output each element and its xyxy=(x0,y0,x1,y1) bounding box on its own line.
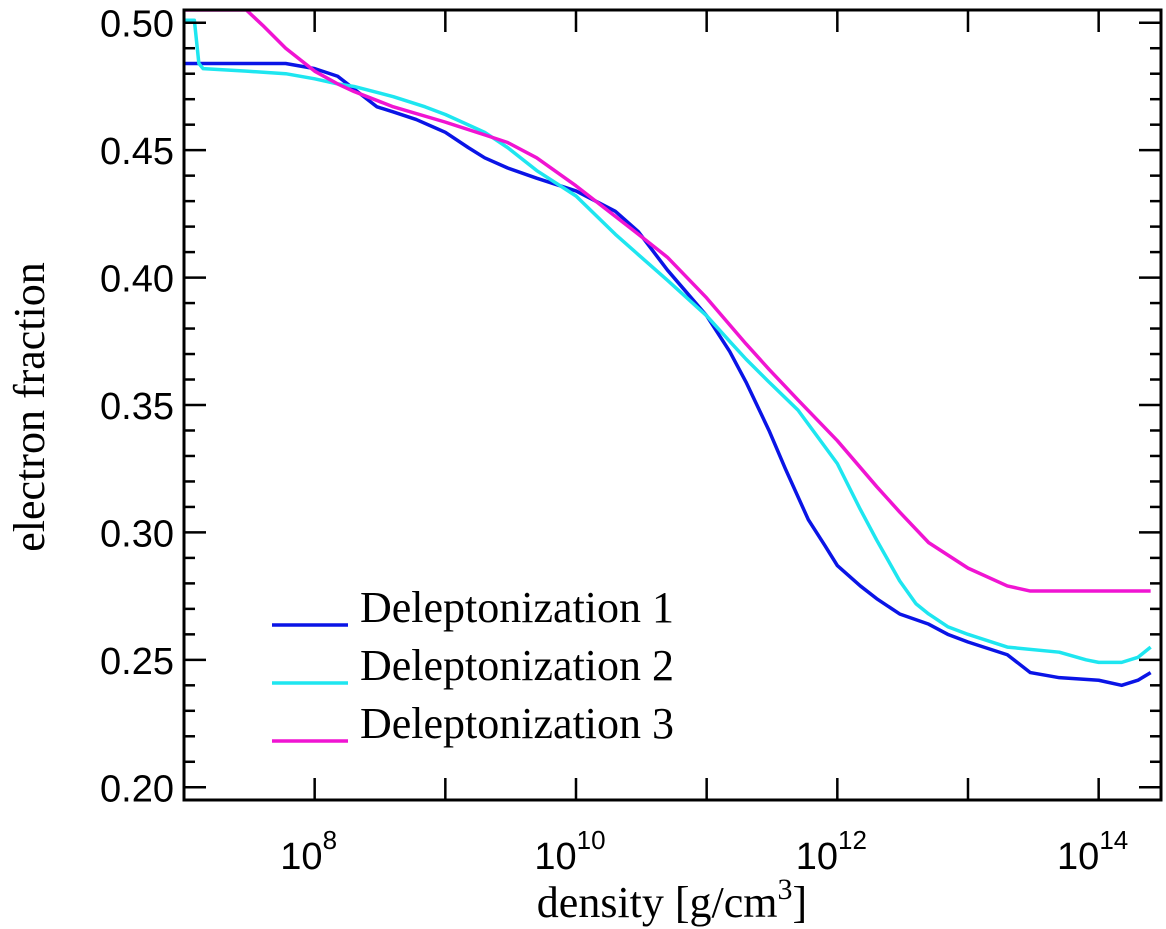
x-tick-label: 1012 xyxy=(796,825,867,878)
legend-label-3: Deleptonization 3 xyxy=(360,699,674,748)
y-tick-label: 0.25 xyxy=(100,641,174,683)
y-tick-label: 0.35 xyxy=(100,386,174,428)
legend-label-1: Deleptonization 1 xyxy=(360,583,674,632)
series-line-3 xyxy=(184,10,1151,593)
series-layer xyxy=(184,10,1152,688)
y-tick-label: 0.30 xyxy=(100,513,174,555)
x-tick-label: 108 xyxy=(280,825,337,878)
x-axis-title: density [g/cm3] xyxy=(537,873,807,927)
x-axis-title-suffix: ] xyxy=(793,878,808,927)
legend: Deleptonization 1 Deleptonization 2 Delept… xyxy=(272,583,674,748)
tick-layer xyxy=(182,10,1161,800)
x-axis-title-superscript: 3 xyxy=(778,873,793,906)
x-tick-label: 1014 xyxy=(1057,825,1128,878)
x-tick-exponent: 12 xyxy=(838,825,867,855)
x-tick-exponent: 8 xyxy=(323,825,337,855)
series-line-1 xyxy=(184,61,1152,688)
x-tick-exponent: 14 xyxy=(1099,825,1128,855)
series-line-2 xyxy=(184,18,1152,665)
y-tick-label: 0.45 xyxy=(100,131,174,173)
x-tick-base: 10 xyxy=(534,836,576,878)
x-axis-title-main: density [g/cm xyxy=(537,878,778,927)
x-tick-base: 10 xyxy=(280,836,322,878)
x-tick-label: 1010 xyxy=(534,825,605,878)
y-tick-label: 0.40 xyxy=(100,259,174,301)
x-tick-base: 10 xyxy=(1057,836,1099,878)
y-tick-label: 0.20 xyxy=(100,768,174,810)
legend-label-2: Deleptonization 2 xyxy=(360,641,674,690)
y-tick-label: 0.50 xyxy=(100,4,174,46)
x-tick-exponent: 10 xyxy=(577,825,606,855)
y-axis-title: electron fraction xyxy=(5,262,54,552)
x-tick-base: 10 xyxy=(796,836,838,878)
